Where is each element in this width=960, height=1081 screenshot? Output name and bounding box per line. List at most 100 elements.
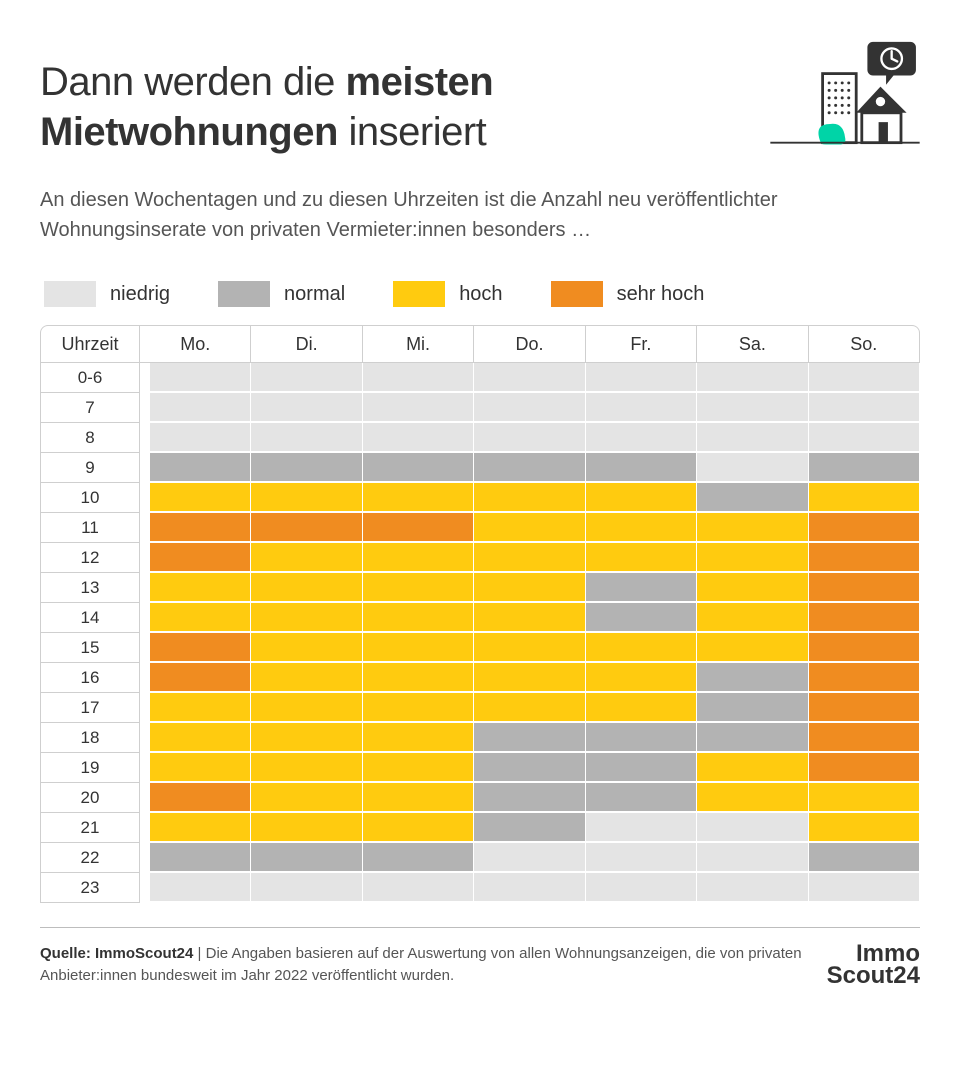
heatmap-hour-label: 21: [40, 813, 140, 843]
heatmap-cell: [363, 633, 474, 663]
title-bold-2: Mietwohnungen: [40, 110, 338, 154]
heatmap-hour-label: 12: [40, 543, 140, 573]
heatmap-cell: [697, 753, 808, 783]
heatmap-cell: [809, 543, 920, 573]
source-label: Quelle: ImmoScout24: [40, 945, 193, 962]
heatmap-cell: [363, 783, 474, 813]
heatmap-cell: [251, 363, 362, 393]
heatmap-hour-label: 16: [40, 663, 140, 693]
heatmap-cell: [697, 633, 808, 663]
heatmap-cell: [586, 423, 697, 453]
heatmap-day-header: Do.: [474, 325, 585, 363]
heatmap-hour-label: 14: [40, 603, 140, 633]
heatmap-cell: [474, 543, 585, 573]
heatmap-hour-label: 20: [40, 783, 140, 813]
heatmap-cell: [150, 603, 251, 633]
heatmap-cell: [809, 663, 920, 693]
legend-item: sehr hoch: [551, 281, 705, 307]
heatmap-cell: [474, 873, 585, 903]
heatmap-cell: [251, 663, 362, 693]
heatmap-cell: [809, 843, 920, 873]
heatmap-hour-label: 23: [40, 873, 140, 903]
heatmap-cell: [251, 573, 362, 603]
legend-item: normal: [218, 281, 345, 307]
infographic-card: Dann werden die meisten Mietwohnungen in…: [0, 0, 960, 1020]
heatmap-hour-label: 17: [40, 693, 140, 723]
heatmap-cell: [697, 423, 808, 453]
legend-swatch: [551, 281, 603, 307]
legend-swatch: [44, 281, 96, 307]
heatmap-cell: [586, 543, 697, 573]
heatmap-grid: UhrzeitMo.Di.Mi.Do.Fr.Sa.So.0-6789101112…: [40, 325, 920, 903]
heatmap-cell: [474, 663, 585, 693]
heatmap-cell: [150, 483, 251, 513]
heatmap-cell: [251, 753, 362, 783]
heatmap-cell: [697, 873, 808, 903]
heatmap-hour-label: 13: [40, 573, 140, 603]
heatmap-cell: [586, 753, 697, 783]
heatmap-hour-label: 19: [40, 753, 140, 783]
heatmap-cell: [809, 783, 920, 813]
heatmap-cell: [697, 663, 808, 693]
heatmap-cell: [809, 393, 920, 423]
heatmap-day-header: Di.: [251, 325, 362, 363]
heatmap-cell: [363, 513, 474, 543]
heatmap-cell: [150, 843, 251, 873]
heatmap-hour-label: 0-6: [40, 363, 140, 393]
heatmap-cell: [150, 753, 251, 783]
heatmap-cell: [363, 753, 474, 783]
heatmap-cell: [586, 573, 697, 603]
heatmap-cell: [697, 723, 808, 753]
heatmap-cell: [474, 513, 585, 543]
heatmap-cell: [474, 483, 585, 513]
heatmap-cell: [251, 723, 362, 753]
heatmap-cell: [586, 663, 697, 693]
heatmap-cell: [251, 633, 362, 663]
heatmap-cell: [150, 543, 251, 573]
header-row: Dann werden die meisten Mietwohnungen in…: [40, 40, 920, 157]
heatmap-day-header: So.: [809, 325, 920, 363]
heatmap-cell: [586, 513, 697, 543]
heatmap-hour-label: 18: [40, 723, 140, 753]
heatmap-cell: [809, 363, 920, 393]
heatmap-cell: [809, 573, 920, 603]
title-bold-1: meisten: [346, 60, 494, 104]
brand-logo: Immo Scout24: [827, 942, 920, 988]
heatmap-hour-label: 7: [40, 393, 140, 423]
heatmap-cell: [474, 693, 585, 723]
legend-label: hoch: [459, 283, 502, 306]
heatmap-cell: [474, 393, 585, 423]
heatmap-cell: [474, 603, 585, 633]
subtitle: An diesen Wochentagen und zu diesen Uhrz…: [40, 185, 920, 245]
heatmap-cell: [150, 423, 251, 453]
heatmap-cell: [697, 453, 808, 483]
legend-swatch: [218, 281, 270, 307]
heatmap-hour-label: 22: [40, 843, 140, 873]
heatmap-cell: [586, 813, 697, 843]
heatmap-cell: [363, 603, 474, 633]
heatmap-cell: [150, 783, 251, 813]
heatmap-cell: [150, 393, 251, 423]
heatmap-cell: [586, 633, 697, 663]
heatmap-cell: [809, 423, 920, 453]
heatmap-cell: [586, 453, 697, 483]
heatmap-cell: [150, 633, 251, 663]
heatmap-cell: [251, 393, 362, 423]
legend-item: hoch: [393, 281, 502, 307]
heatmap-cell: [251, 813, 362, 843]
heatmap-cell: [809, 693, 920, 723]
brand-line-1: Immo: [856, 942, 920, 966]
heatmap-cell: [809, 513, 920, 543]
heatmap-cell: [697, 603, 808, 633]
heatmap-cell: [150, 663, 251, 693]
heatmap-cell: [809, 633, 920, 663]
heatmap-cell: [809, 753, 920, 783]
heatmap-corner-header: Uhrzeit: [40, 325, 140, 363]
heatmap-cell: [697, 393, 808, 423]
heatmap-hour-label: 8: [40, 423, 140, 453]
heatmap-cell: [363, 423, 474, 453]
heatmap-cell: [251, 423, 362, 453]
heatmap-cell: [363, 873, 474, 903]
heatmap-hour-label: 9: [40, 453, 140, 483]
title-pre: Dann werden die: [40, 60, 346, 104]
